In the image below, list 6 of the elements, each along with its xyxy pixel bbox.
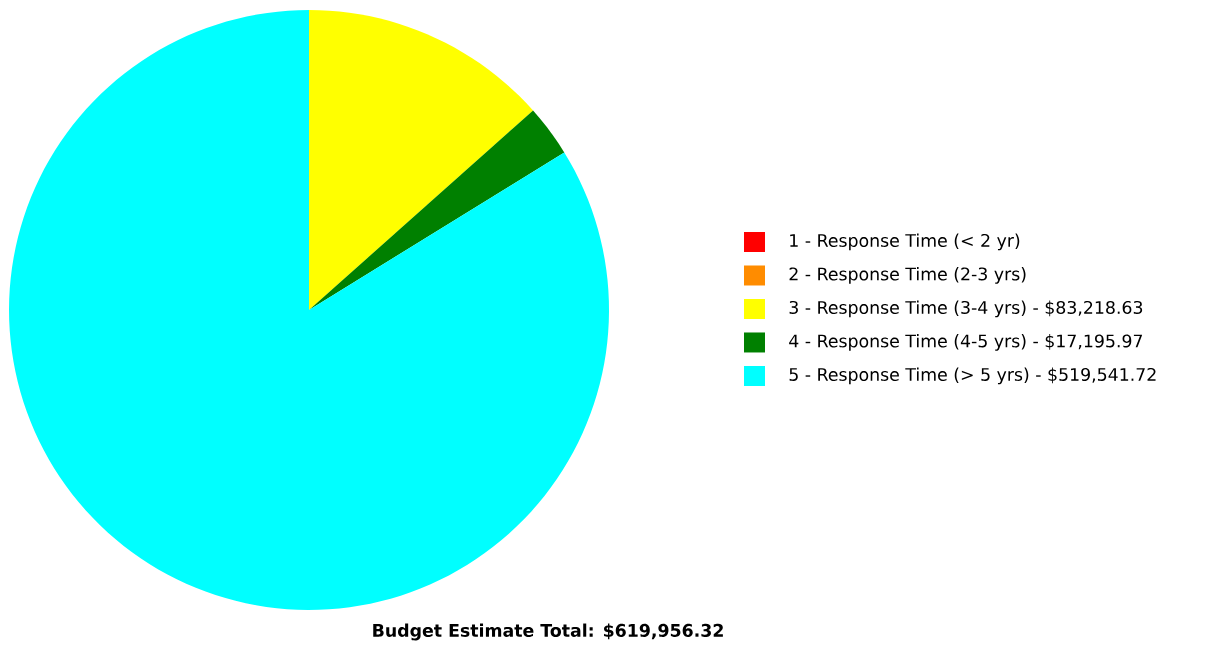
text: Budget Estimate Total: $619,956.32 xyxy=(373,623,723,641)
legend-label: 5 - Response Time (> 5 yrs) - $519,541.72 xyxy=(789,367,1156,385)
legend-label: 3 - Response Time (3-4 yrs) - $83,218.63 xyxy=(789,300,1143,318)
legend-label: 4 - Response Time (4-5 yrs) - $17,195.97 xyxy=(789,334,1143,351)
legend-label: 1 - Response Time (< 2 yr) xyxy=(790,233,1020,251)
legend-label: 2 - Response Time (2-3 yrs) xyxy=(789,267,1026,284)
